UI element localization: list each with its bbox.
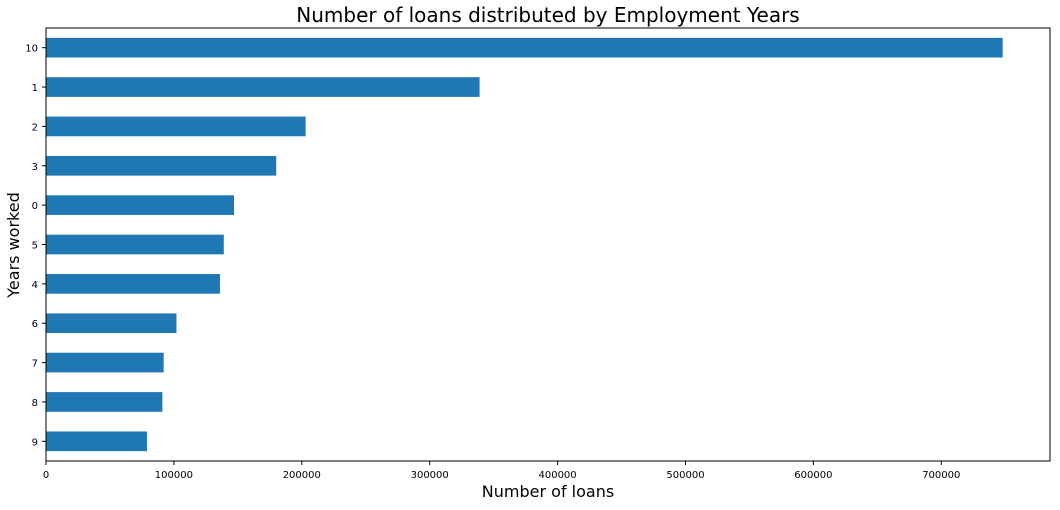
x-tick-label: 0	[43, 470, 49, 481]
x-tick-label: 300000	[411, 470, 449, 481]
bar-8	[46, 392, 163, 412]
y-tick-label: 10	[25, 44, 38, 55]
x-tick-label: 600000	[794, 470, 832, 481]
y-tick-label: 9	[32, 437, 38, 448]
y-tick-label: 8	[32, 398, 38, 409]
bar-4	[46, 274, 220, 294]
y-axis-label: Years worked	[4, 192, 23, 298]
y-tick-label: 6	[32, 319, 38, 330]
x-axis-ticks: 0 100000 200000 300000 400000 500000 600000 700…	[43, 461, 960, 481]
bar-9	[46, 431, 148, 452]
y-tick-label: 7	[32, 359, 38, 370]
bar-7	[46, 352, 164, 373]
bar-5	[46, 234, 224, 255]
bar-1	[46, 77, 480, 97]
x-tick-label: 500000	[666, 470, 704, 481]
bar-6	[46, 313, 177, 334]
x-tick-label: 200000	[283, 470, 321, 481]
bar-2	[46, 116, 306, 137]
x-tick-label: 400000	[538, 470, 576, 481]
x-tick-label: 100000	[155, 470, 193, 481]
y-tick-label: 4	[32, 280, 38, 291]
y-tick-label: 2	[32, 122, 38, 133]
bar-0	[46, 195, 235, 215]
y-tick-label: 1	[32, 83, 38, 94]
bar-3	[46, 155, 277, 176]
x-axis-label: Number of loans	[482, 482, 614, 501]
y-tick-label: 3	[32, 162, 38, 173]
bar-10	[46, 37, 1003, 58]
y-tick-label: 5	[32, 241, 38, 252]
chart-title: Number of loans distributed by Employmen…	[296, 3, 799, 27]
y-tick-label: 0	[32, 201, 38, 212]
x-tick-label: 700000	[922, 470, 960, 481]
y-axis-ticks: 10 1 2 3 0 5 4 6 7 8 9	[25, 44, 46, 448]
plot-frame	[45, 27, 1051, 462]
bars-group	[46, 37, 1003, 452]
